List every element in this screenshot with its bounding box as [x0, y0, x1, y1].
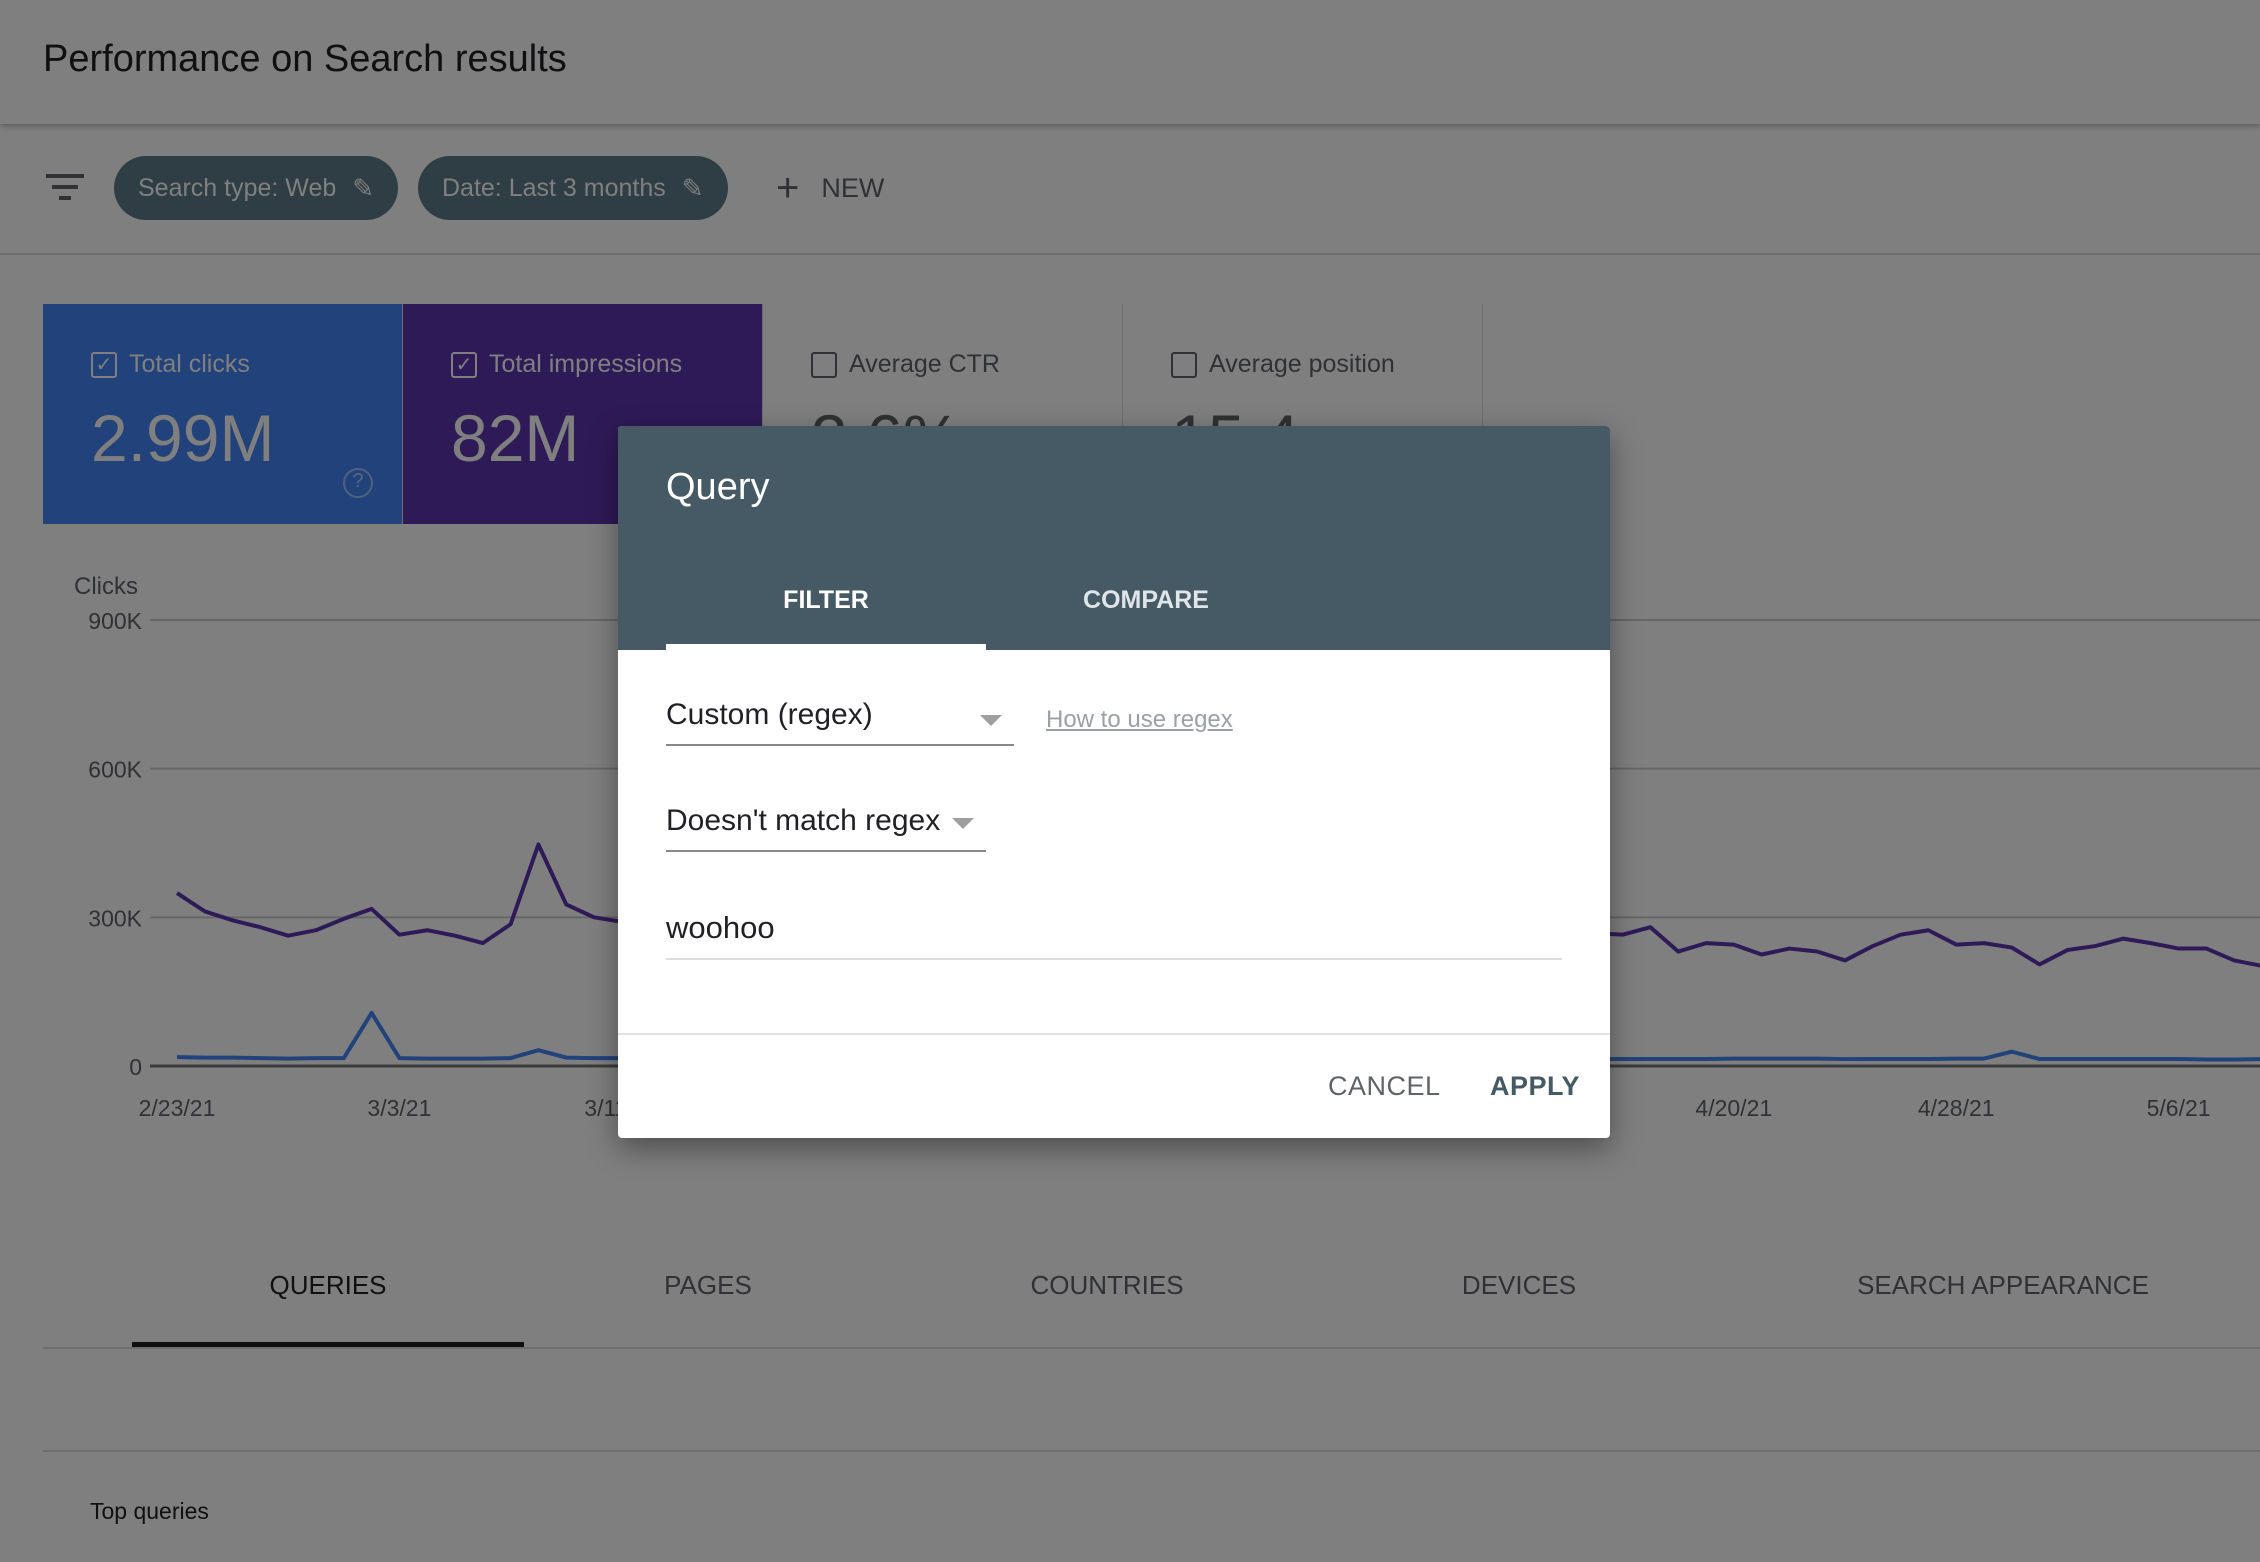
dialog-title: Query	[666, 466, 770, 508]
tab-compare[interactable]: COMPARE	[1083, 586, 1209, 614]
condition-select[interactable]: Doesn't match regex	[666, 804, 986, 852]
dropdown-arrow-icon[interactable]	[980, 715, 1002, 726]
dialog-header: Query FILTER COMPARE	[618, 426, 1610, 650]
select-value: Custom (regex)	[666, 698, 873, 731]
dropdown-arrow-icon[interactable]	[952, 818, 974, 829]
regex-help-link[interactable]: How to use regex	[1046, 706, 1233, 733]
select-value: Doesn't match regex	[666, 804, 941, 837]
divider	[618, 1033, 1610, 1035]
query-value-input[interactable]: woohoo	[666, 910, 1562, 960]
active-tab-indicator	[666, 644, 986, 650]
apply-button[interactable]: APPLY	[1490, 1071, 1581, 1101]
match-type-select[interactable]: Custom (regex)	[666, 698, 1014, 746]
cancel-button[interactable]: CANCEL	[1328, 1071, 1441, 1101]
tab-filter[interactable]: FILTER	[783, 586, 869, 614]
query-filter-dialog: Query FILTER COMPARE Custom (regex) How …	[618, 426, 1610, 1138]
